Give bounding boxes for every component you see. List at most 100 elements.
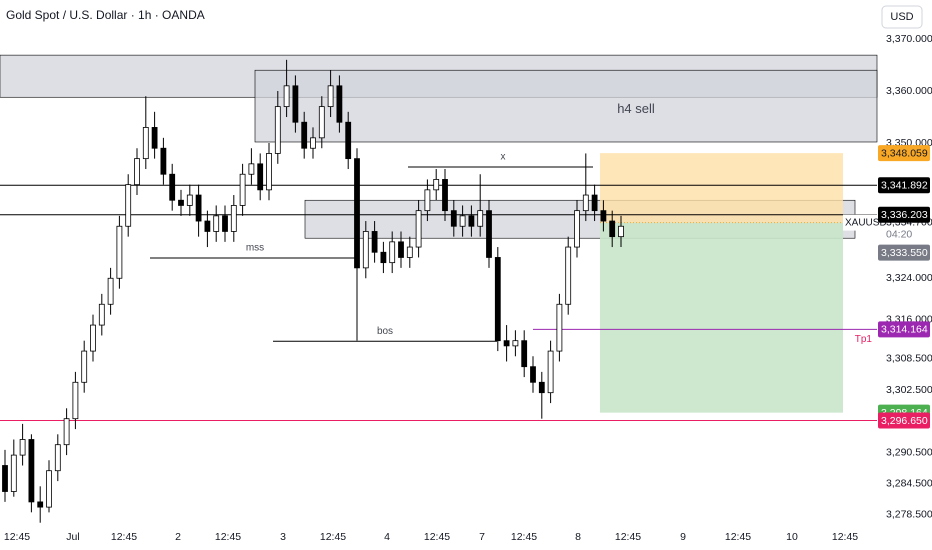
candle-body (424, 189, 431, 212)
candle-body (468, 215, 475, 227)
symbol-tag (843, 214, 877, 231)
candle-body (415, 210, 422, 248)
candle-body (600, 210, 607, 222)
x-tick-label: 12:45 (615, 531, 641, 543)
candle-body (248, 163, 255, 175)
price-label-box (878, 321, 930, 338)
price-label-box (878, 177, 930, 194)
x-tick-label: 9 (680, 531, 686, 543)
candle-body (345, 121, 352, 160)
currency-label[interactable]: USD (890, 11, 913, 23)
candle-body (301, 121, 308, 149)
candle-body (72, 381, 79, 420)
y-tick-label: 3,308.500 (886, 353, 932, 365)
x-tick-label: 12:45 (424, 531, 450, 543)
level-label: x (501, 152, 506, 163)
candle-body (10, 454, 17, 492)
candle-body (186, 194, 193, 206)
candle-body (336, 85, 343, 123)
candle-body (213, 215, 220, 232)
candle-body (433, 179, 440, 191)
candle-body (565, 246, 572, 305)
candle-body (19, 439, 26, 456)
x-tick-label: 2 (175, 531, 181, 543)
stop-zone (600, 153, 843, 223)
candle-body (230, 205, 237, 232)
x-tick-label: 12:45 (511, 531, 537, 543)
candle-body (442, 179, 448, 212)
candle-body (37, 501, 44, 508)
chart-title: Gold Spot / U.S. Dollar · 1h · OANDA (6, 8, 205, 22)
level-label: mss (246, 243, 264, 254)
candle-body (28, 439, 35, 503)
candle-body (477, 210, 484, 227)
x-tick-label: 12:45 (725, 531, 751, 543)
candle-body (398, 241, 404, 258)
candle-body (494, 257, 501, 342)
candle-body (239, 173, 246, 206)
candle-body (380, 251, 387, 264)
plot-area: h4 sellTp1xmssbos3,370.0003,360.0003,350… (0, 33, 932, 543)
candle-body (222, 215, 228, 232)
candle-body (591, 194, 598, 212)
candle-body (486, 210, 492, 258)
price-label-box (878, 412, 930, 429)
price-label-box (878, 244, 930, 261)
candle-body (547, 350, 554, 394)
candle-body (266, 153, 272, 191)
candle-body (530, 366, 536, 383)
symbol-label: XAUUSD (845, 217, 887, 228)
candle-body (195, 194, 202, 222)
currency-button[interactable] (881, 5, 923, 29)
candle-body (512, 340, 519, 347)
price-label: 3,341.892 (881, 179, 928, 191)
candle-body (98, 303, 105, 326)
zone-label: h4 sell (617, 101, 655, 116)
price-label-box (878, 145, 930, 162)
candle-body (178, 199, 184, 206)
x-tick-label: 10 (786, 531, 798, 543)
candle-body (2, 465, 8, 492)
candle-body (169, 173, 176, 201)
candle-body (310, 137, 316, 149)
candle-body (318, 106, 325, 139)
y-tick-label: 3,284.500 (886, 477, 932, 489)
y-tick-label: 3,370.000 (886, 33, 932, 45)
candle-body (556, 303, 563, 352)
x-tick-label: 4 (384, 531, 390, 543)
candle-body (354, 158, 360, 269)
candle-body (327, 85, 334, 108)
candle-body (81, 350, 88, 383)
candle-body (151, 127, 158, 149)
candle-body (90, 324, 96, 352)
x-tick-label: 7 (479, 531, 485, 543)
candle-body (609, 220, 616, 238)
y-tick-label: 3,278.500 (886, 509, 932, 521)
candle-body (406, 246, 413, 258)
price-label: 3,296.650 (881, 415, 928, 427)
price-label: 3,336.203 (881, 209, 928, 221)
candle-body (142, 127, 149, 160)
candle-body (582, 194, 589, 212)
x-tick-label: 12:45 (320, 531, 346, 543)
y-tick-label: 3,360.000 (886, 85, 932, 97)
x-tick-label: Jul (66, 531, 79, 543)
candle-body (107, 277, 114, 305)
level-label: bos (377, 326, 393, 337)
candle-body (63, 418, 70, 446)
candle-body (389, 241, 396, 264)
candle-body (54, 444, 61, 472)
candle-body (618, 225, 624, 238)
candle-body (134, 158, 140, 186)
candle-body (283, 85, 290, 108)
candle-body (257, 163, 264, 191)
x-tick-label: 12:45 (215, 531, 241, 543)
candle-body (538, 381, 545, 394)
candle-body (362, 231, 369, 269)
candle-body (459, 215, 466, 227)
candle-body (204, 220, 211, 232)
candle-body (371, 231, 378, 253)
x-tick-label: 12:45 (4, 531, 30, 543)
y-tick-label: 3,302.500 (886, 384, 932, 396)
